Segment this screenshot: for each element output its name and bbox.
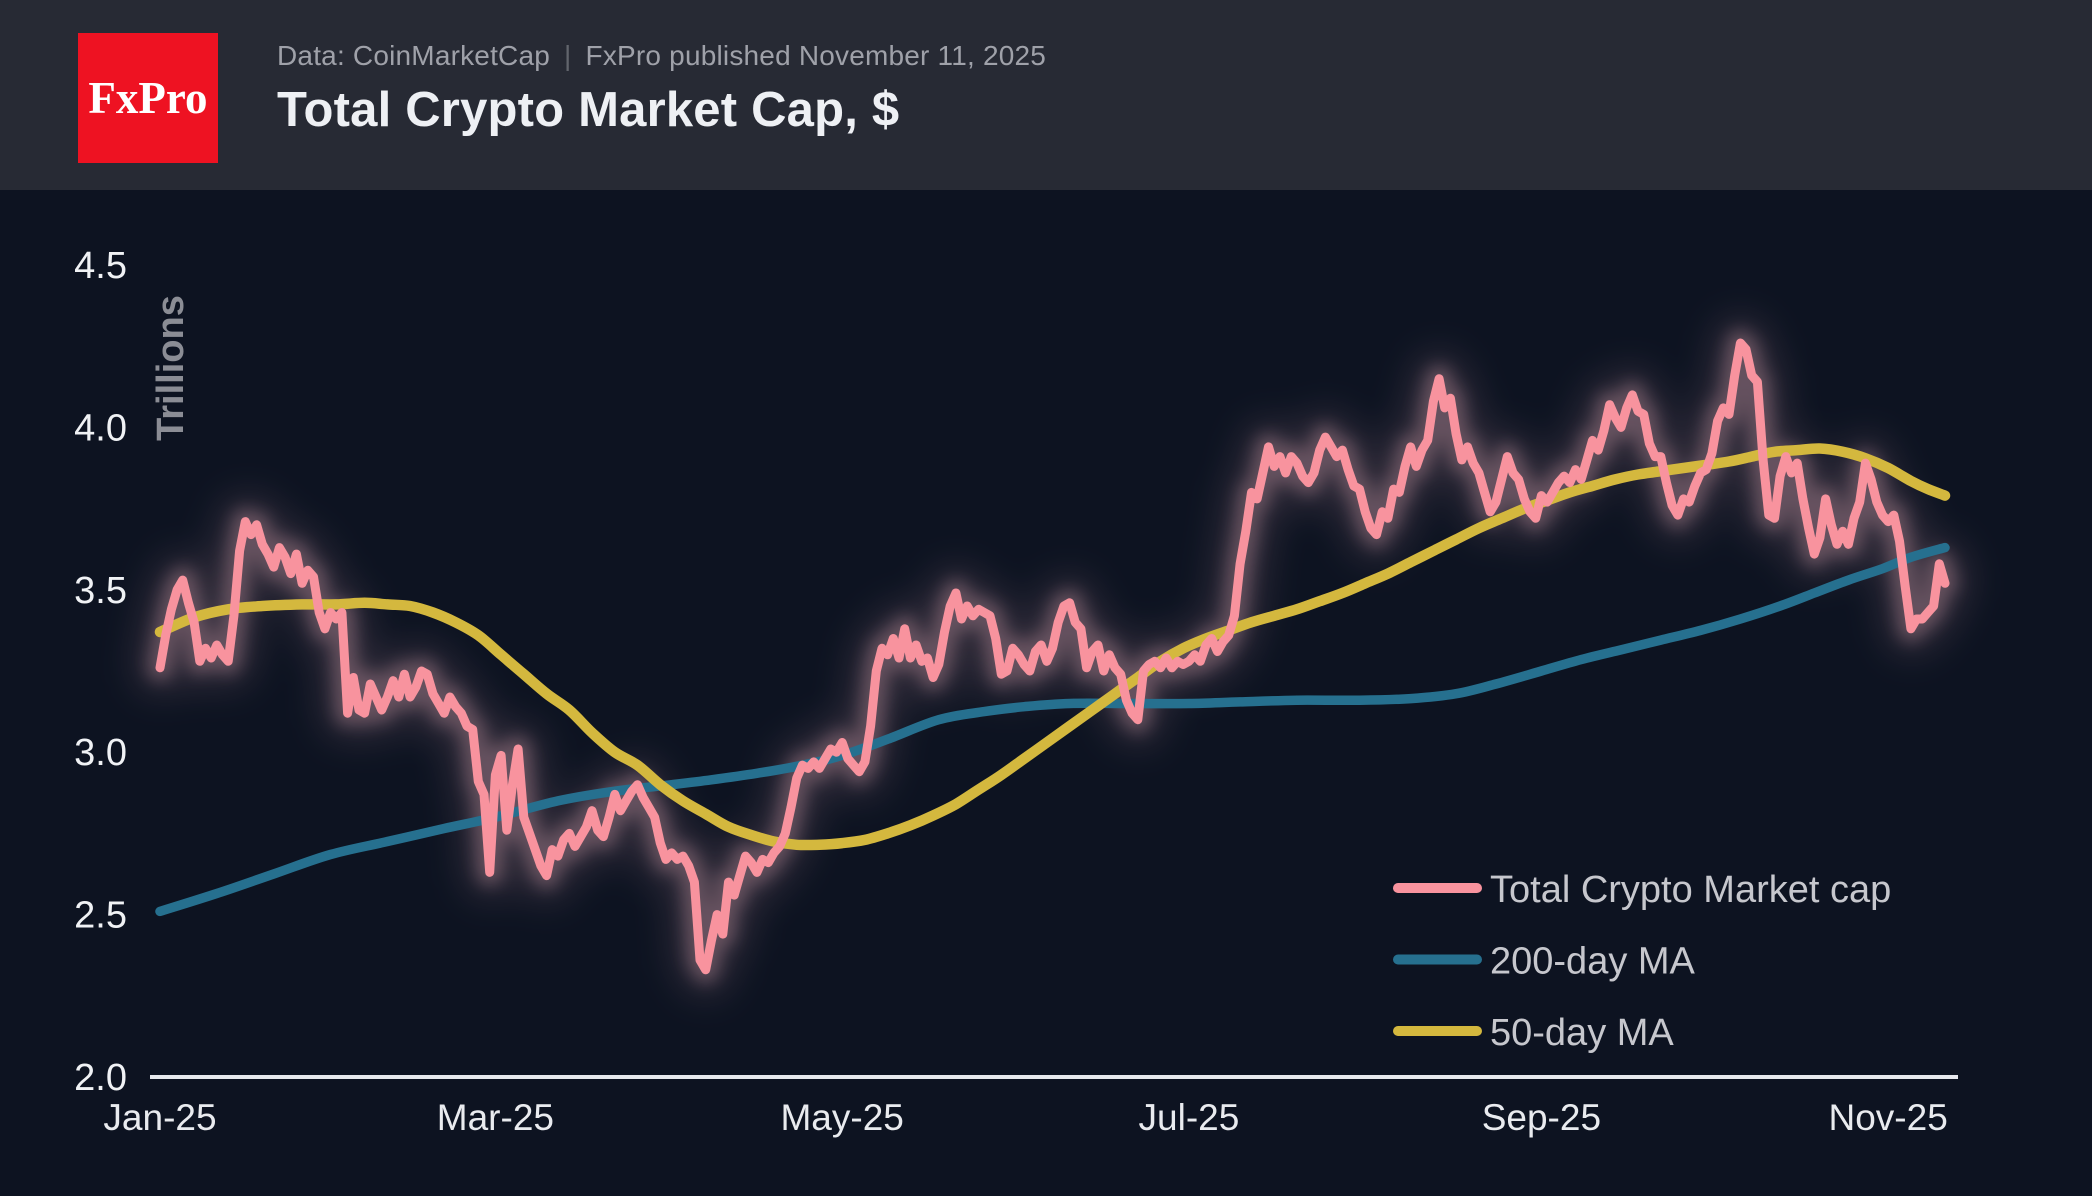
chart-legend: Total Crypto Market cap 200-day MA 50-day … [1393,869,1891,1054]
published-label: FxPro published November 11, 2025 [585,40,1047,71]
fxpro-logo-text: FxPro [88,73,208,123]
legend-label-3: 50-day MA [1490,1012,1674,1054]
source-separator: | [564,40,572,71]
fxpro-logo: FxPro [78,33,218,163]
legend-label-1: Total Crypto Market cap [1490,869,1891,911]
source-line: Data: CoinMarketCap | FxPro published Nove… [277,40,1046,72]
x-tick-label: Nov-25 [1829,1097,1948,1138]
header-bar: FxPro Data: CoinMarketCap | FxPro publishe… [0,0,2092,190]
legend-label-2: 200-day MA [1490,941,1696,983]
y-axis-title: Trillions [150,295,192,441]
market-cap-line [155,338,1950,975]
page-title: Total Crypto Market Cap, $ [277,83,900,137]
y-tick-label: 4.0 [74,407,127,449]
y-tick-label: 3.0 [74,732,127,774]
y-tick-label: 2.0 [74,1057,127,1099]
data-source-label: Data: CoinMarketCap [277,40,551,71]
y-tick-label: 3.5 [74,570,127,612]
x-axis-tick-labels: Jan-25 Mar-25 May-25 Jul-25 Sep-25 Nov-25 [103,1097,1947,1138]
x-tick-label: Sep-25 [1482,1097,1601,1138]
y-axis-tick-labels: 4.5 4.0 3.5 3.0 2.5 2.0 [74,245,127,1099]
x-tick-label: Mar-25 [437,1097,554,1138]
chart-lines-layer [154,338,1951,975]
x-tick-label: Jul-25 [1139,1097,1240,1138]
x-tick-label: May-25 [780,1097,903,1138]
y-tick-label: 2.5 [74,895,127,937]
header-text: Data: CoinMarketCap | FxPro published Nove… [277,40,1046,138]
x-tick-label: Jan-25 [103,1097,216,1138]
y-tick-label: 4.5 [74,245,127,287]
